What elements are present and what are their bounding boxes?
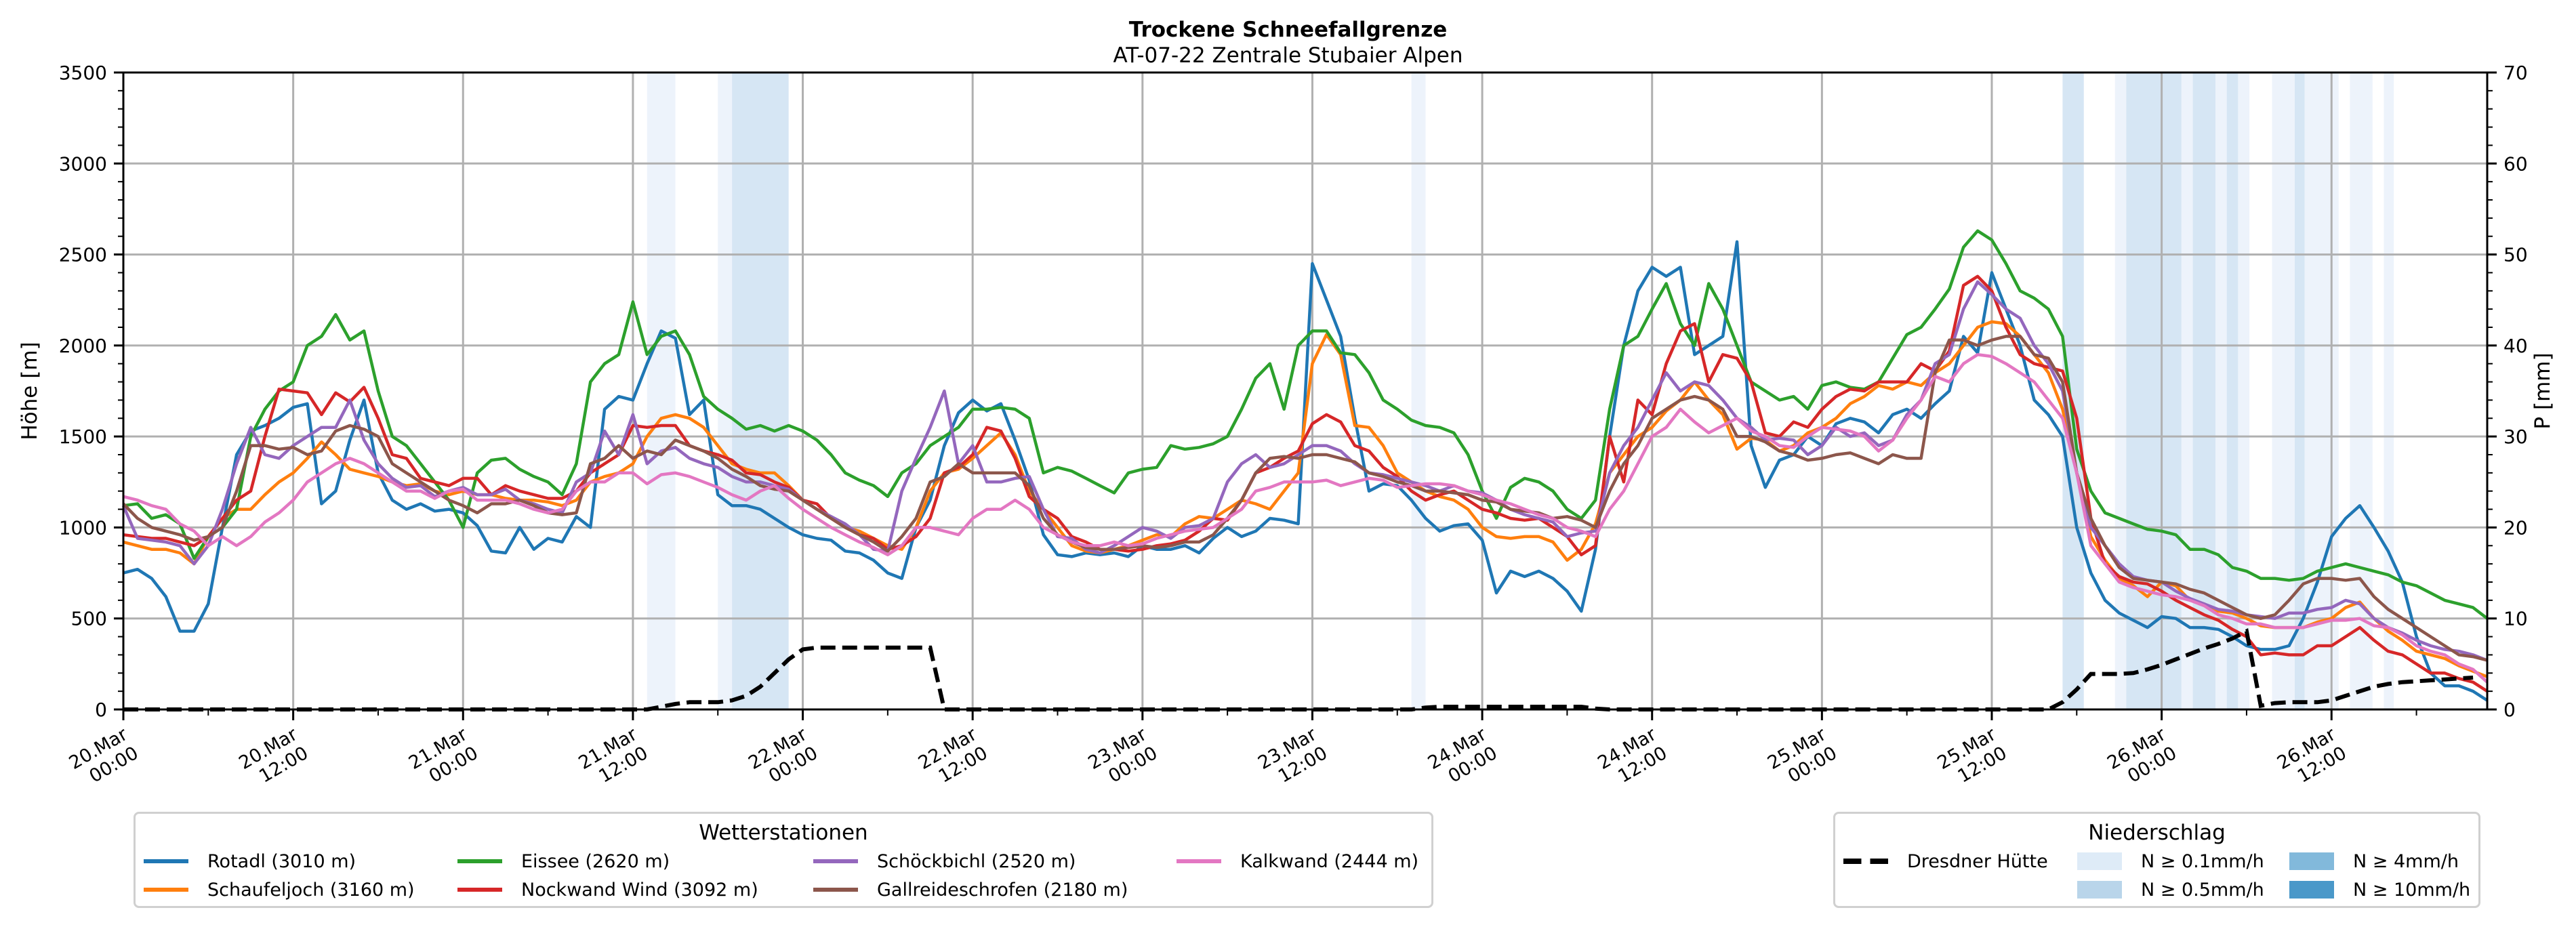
legend-label: Nockwand Wind (3092 m) xyxy=(521,880,758,901)
legend-label: Eissee (2620 m) xyxy=(521,851,670,872)
chart-title: Trockene Schneefallgrenze xyxy=(1128,18,1448,42)
y2-axis-label: P [mm] xyxy=(2531,352,2555,429)
legend-swatch xyxy=(2077,880,2122,899)
legend-label: Schöckbichl (2520 m) xyxy=(877,851,1076,872)
y2-tick-label: 20 xyxy=(2503,516,2528,539)
legend-item-dresdner-huette: Dresdner Hütte xyxy=(1843,850,2048,874)
legend-swatch xyxy=(144,859,188,863)
precip-band xyxy=(647,73,676,709)
precip-band xyxy=(2304,73,2339,709)
series-line-rotadl xyxy=(123,240,2489,702)
legend-item: Schöckbichl (2520 m) xyxy=(813,850,1076,874)
series-line-schöckbichl xyxy=(121,280,2488,662)
precip-band xyxy=(718,73,733,709)
legend-swatch xyxy=(144,887,188,892)
legend-item: Nockwand Wind (3092 m) xyxy=(457,878,758,903)
y2-tick-label: 60 xyxy=(2503,152,2528,175)
precip-band xyxy=(2215,73,2227,709)
legend-item: Schaufeljoch (3160 m) xyxy=(144,878,415,903)
y-tick-label: 1500 xyxy=(59,426,107,448)
legend-swatch xyxy=(457,887,502,892)
legend-label: Schaufeljoch (3160 m) xyxy=(207,880,415,901)
legend-label: Dresdner Hütte xyxy=(1907,851,2048,872)
legend-item-precip-level: N ≥ 10mm/h xyxy=(2289,878,2470,903)
precip-bands xyxy=(647,73,2394,709)
legend-stations-title: Wetterstationen xyxy=(699,821,868,845)
y-tick-label: 2000 xyxy=(59,335,107,357)
precip-band xyxy=(2226,73,2238,709)
legend-swatch xyxy=(2289,880,2334,899)
legend-swatch xyxy=(1177,859,1221,863)
legend-item: Kalkwand (2444 m) xyxy=(1177,850,1418,874)
legend-item-precip-level: N ≥ 4mm/h xyxy=(2289,850,2459,874)
legend-swatch xyxy=(813,887,858,892)
series-line-gallreideschrofen xyxy=(122,335,2488,662)
precip-band xyxy=(1411,73,1426,709)
y-tick-label: 3500 xyxy=(59,62,107,84)
legend-label: N ≥ 10mm/h xyxy=(2353,880,2471,901)
precip-band xyxy=(2238,73,2250,709)
precip-band xyxy=(2062,73,2084,709)
y2-tick-label: 70 xyxy=(2503,62,2528,84)
legend-swatch xyxy=(2289,852,2334,870)
precip-band xyxy=(732,73,789,709)
legend-item: Rotadl (3010 m) xyxy=(144,850,356,874)
legend-swatch xyxy=(813,859,858,863)
legend-stations: Wetterstationen Rotadl (3010 m) Schaufelj… xyxy=(134,812,1433,908)
legend-item: Gallreideschrofen (2180 m) xyxy=(813,878,1128,903)
legend-precip: Niederschlag Dresdner Hütte N ≥ 0.1mm/h N… xyxy=(1833,812,2480,908)
y-tick-label: 3000 xyxy=(59,152,107,175)
legend-label: N ≥ 4mm/h xyxy=(2353,851,2459,872)
y2-tick-label: 40 xyxy=(2503,335,2528,357)
y-tick-label: 0 xyxy=(95,699,107,721)
precip-band xyxy=(2114,73,2127,709)
legend-precip-title: Niederschlag xyxy=(2088,821,2226,845)
legend-label: N ≥ 0.5mm/h xyxy=(2141,880,2264,901)
precip-band xyxy=(2384,73,2394,709)
precip-band xyxy=(2294,73,2305,709)
legend-item-precip-level: N ≥ 0.5mm/h xyxy=(2077,878,2264,903)
y-tick-label: 1000 xyxy=(59,516,107,539)
legend-label: Rotadl (3010 m) xyxy=(207,851,356,872)
y2-tick-label: 0 xyxy=(2503,699,2516,721)
legend-swatch xyxy=(2077,852,2122,870)
y2-tick-label: 10 xyxy=(2503,608,2528,630)
plot-frame xyxy=(122,71,2489,711)
y-tick-label: 2500 xyxy=(59,244,107,266)
y-tick-label: 500 xyxy=(71,608,107,630)
y2-tick-label: 50 xyxy=(2503,244,2528,266)
precip-band xyxy=(2272,73,2295,709)
dashed-line-swatch xyxy=(1843,858,1888,864)
grid xyxy=(123,73,2487,709)
legend-item-precip-level: N ≥ 0.1mm/h xyxy=(2077,850,2264,874)
legend-label: Kalkwand (2444 m) xyxy=(1240,851,1419,872)
series-line-eissee xyxy=(123,229,2489,620)
legend-label: N ≥ 0.1mm/h xyxy=(2141,851,2264,872)
precip-band xyxy=(2126,73,2182,709)
legend-item: Eissee (2620 m) xyxy=(457,850,670,874)
chart-subtitle: AT-07-22 Zentrale Stubaier Alpen xyxy=(1113,43,1463,68)
legend-swatch xyxy=(457,859,502,863)
y2-tick-label: 30 xyxy=(2503,426,2528,448)
legend-label: Gallreideschrofen (2180 m) xyxy=(877,880,1128,901)
series-line-kalkwand xyxy=(123,353,2489,684)
y-axis-label: Höhe [m] xyxy=(18,342,42,440)
precip-band xyxy=(2181,73,2193,709)
